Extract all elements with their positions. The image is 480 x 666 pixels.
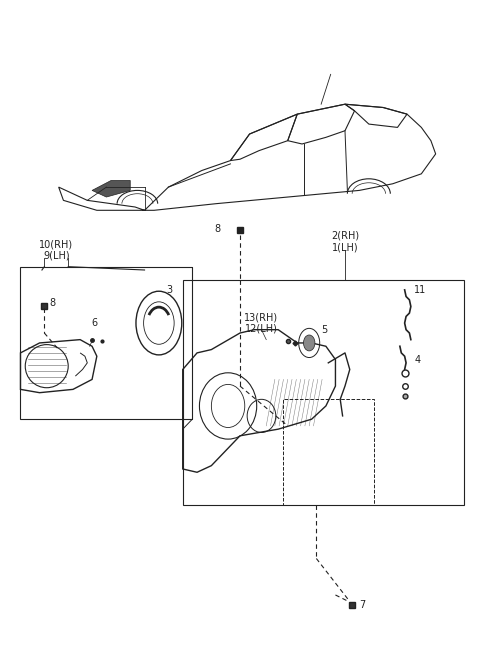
Text: 5: 5 <box>321 325 327 335</box>
Polygon shape <box>92 180 130 197</box>
Text: 11: 11 <box>414 285 426 295</box>
Circle shape <box>303 335 315 351</box>
Text: 8: 8 <box>215 224 221 234</box>
Text: 8: 8 <box>49 298 55 308</box>
Text: 10(RH)
9(LH): 10(RH) 9(LH) <box>39 239 73 261</box>
Text: 13(RH)
12(LH): 13(RH) 12(LH) <box>244 312 278 334</box>
Text: 2(RH)
1(LH): 2(RH) 1(LH) <box>331 230 359 252</box>
Text: 7: 7 <box>360 600 366 610</box>
Text: 6: 6 <box>91 318 97 328</box>
Text: 3: 3 <box>166 285 172 295</box>
Text: 4: 4 <box>414 354 420 364</box>
